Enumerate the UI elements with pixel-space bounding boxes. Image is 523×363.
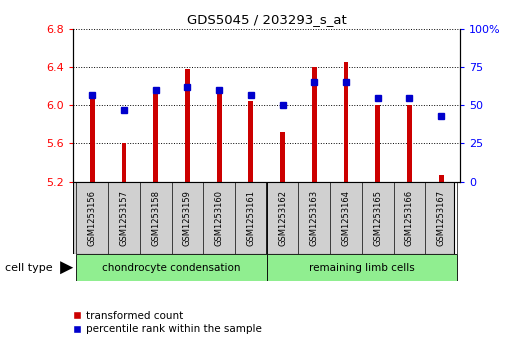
Bar	[312, 67, 317, 182]
Text: chondrocyte condensation: chondrocyte condensation	[103, 263, 241, 273]
Text: GSM1253164: GSM1253164	[342, 190, 350, 246]
Bar	[280, 132, 285, 182]
Bar	[90, 94, 95, 182]
Text: GSM1253159: GSM1253159	[183, 190, 192, 246]
Text: GSM1253161: GSM1253161	[246, 190, 255, 246]
Bar	[407, 105, 412, 182]
Bar	[439, 175, 444, 182]
Bar	[344, 62, 348, 182]
Text: remaining limb cells: remaining limb cells	[309, 263, 415, 273]
Bar	[122, 143, 127, 182]
Text: GSM1253157: GSM1253157	[119, 190, 129, 246]
Text: GSM1253163: GSM1253163	[310, 190, 319, 246]
Text: GSM1253166: GSM1253166	[405, 190, 414, 246]
Bar	[76, 254, 267, 281]
Bar	[248, 101, 253, 182]
Text: GSM1253167: GSM1253167	[437, 190, 446, 246]
Bar	[153, 94, 158, 182]
Bar	[376, 105, 380, 182]
Legend: transformed count, percentile rank within the sample: transformed count, percentile rank withi…	[73, 311, 262, 334]
Bar	[267, 254, 457, 281]
Text: cell type: cell type	[5, 263, 53, 273]
Title: GDS5045 / 203293_s_at: GDS5045 / 203293_s_at	[187, 13, 347, 26]
Bar	[217, 94, 222, 182]
Text: GSM1253162: GSM1253162	[278, 190, 287, 246]
Text: GSM1253165: GSM1253165	[373, 190, 382, 246]
Bar	[185, 69, 190, 182]
Polygon shape	[60, 261, 73, 274]
Text: GSM1253158: GSM1253158	[151, 190, 160, 246]
Text: GSM1253160: GSM1253160	[214, 190, 224, 246]
Text: GSM1253156: GSM1253156	[88, 190, 97, 246]
